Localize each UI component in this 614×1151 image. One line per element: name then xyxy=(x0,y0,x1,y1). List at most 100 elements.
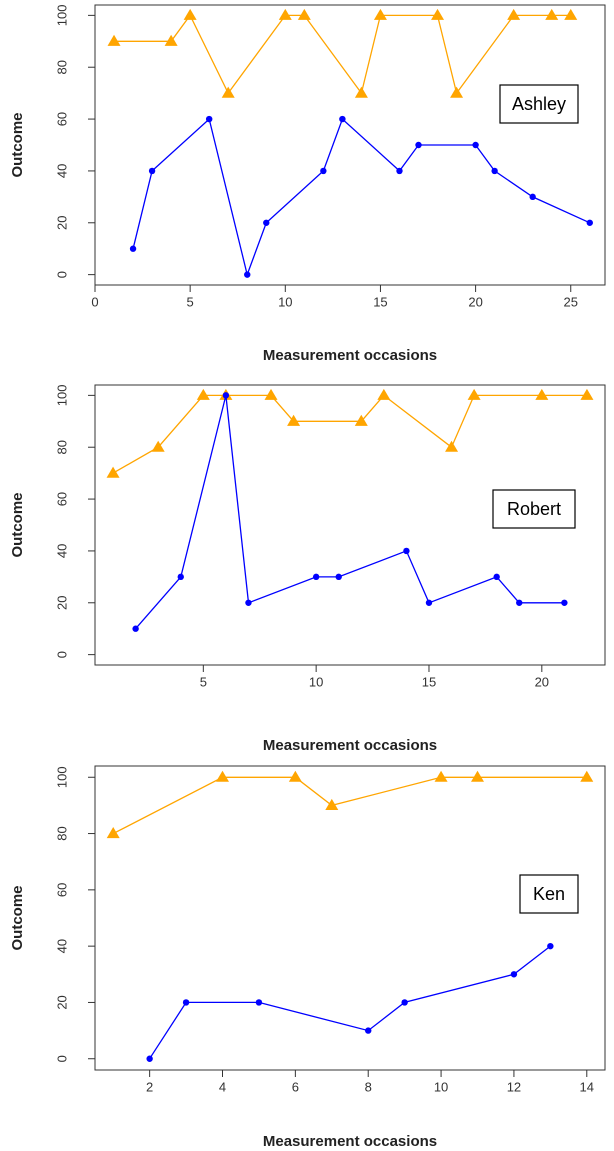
y-tick-label: 100 xyxy=(54,766,69,788)
y-tick-label: 0 xyxy=(54,1055,69,1062)
orange-series-line xyxy=(112,776,587,835)
y-axis-title: Outcome xyxy=(9,492,26,557)
orange-triangle-point xyxy=(545,8,559,20)
x-tick-label: 25 xyxy=(564,294,578,309)
line-chart-ken: 0 20 40 60 80 100 2 4 6 8 10 12 14 Measurement occasi… xyxy=(9,765,606,1150)
orange-triangle-point xyxy=(288,770,302,782)
x-tick-label: 0 xyxy=(91,294,98,309)
orange-triangle-point xyxy=(325,798,339,810)
orange-series-line xyxy=(112,394,587,474)
y-tick-label: 80 xyxy=(54,440,69,454)
blue-circle-point xyxy=(510,971,518,978)
x-tick-label: 15 xyxy=(373,294,387,309)
orange-series-line xyxy=(114,14,571,95)
y-tick-label: 0 xyxy=(54,271,69,278)
blue-circle-point xyxy=(491,167,498,175)
orange-triangle-point xyxy=(445,440,459,452)
name-box xyxy=(519,874,579,914)
orange-triangle-point xyxy=(434,770,448,782)
y-tick-label: 80 xyxy=(54,60,69,74)
orange-triangle-point xyxy=(507,8,521,20)
blue-circle-point xyxy=(244,271,251,278)
x-axis-title: Measurement occasions xyxy=(263,1133,437,1150)
blue-circle-point xyxy=(547,942,554,950)
orange-triangle-point xyxy=(106,827,120,839)
blue-circle-point xyxy=(425,599,433,606)
blue-circle-point xyxy=(245,599,252,606)
y-tick-label: 60 xyxy=(54,883,69,897)
line-chart-ashley: 0 20 40 60 80 100 0 5 10 15 20 25 Measurement occasi… xyxy=(9,4,606,364)
y-tick-label: 40 xyxy=(54,939,69,953)
blue-circle-point xyxy=(146,1055,153,1062)
plot-frame xyxy=(94,765,606,1071)
blue-circle-point xyxy=(205,115,213,123)
blue-circle-point xyxy=(177,573,184,581)
x-tick-label: 20 xyxy=(535,674,549,689)
y-tick-label: 20 xyxy=(54,596,69,610)
y-tick-label: 100 xyxy=(54,385,69,407)
chart-panel-ashley: 0 20 40 60 80 100 0 5 10 15 20 25 Measurement occasi… xyxy=(0,0,614,380)
x-tick-label: 2 xyxy=(146,1079,153,1094)
y-axis-title: Outcome xyxy=(9,112,26,177)
x-tick-label: 15 xyxy=(422,674,436,689)
y-tick-label: 40 xyxy=(54,164,69,178)
y-tick-label: 60 xyxy=(54,112,69,126)
blue-circle-point xyxy=(263,219,270,226)
y-tick-label: 80 xyxy=(54,826,69,840)
blue-circle-point xyxy=(586,219,593,226)
name-box-label: Ken xyxy=(533,884,565,904)
blue-circle-point xyxy=(472,141,479,149)
orange-triangle-point xyxy=(354,414,368,426)
blue-circle-point xyxy=(129,245,137,252)
name-box xyxy=(492,489,576,529)
y-tick-label: 40 xyxy=(54,544,69,558)
orange-triangle-point xyxy=(107,34,121,46)
orange-triangle-point xyxy=(373,8,387,20)
orange-triangle-point xyxy=(535,388,549,400)
y-tick-label: 60 xyxy=(54,492,69,506)
x-tick-label: 12 xyxy=(507,1079,521,1094)
orange-triangle-point xyxy=(278,8,292,20)
blue-circle-point xyxy=(255,999,263,1006)
orange-triangle-point xyxy=(164,34,178,46)
orange-triangle-point xyxy=(471,770,484,782)
y-tick-label: 20 xyxy=(54,995,69,1009)
orange-triangle-point xyxy=(151,440,165,452)
blue-circle-point xyxy=(222,392,230,399)
y-tick-label: 0 xyxy=(54,651,69,658)
x-tick-label: 10 xyxy=(434,1079,448,1094)
y-tick-label: 100 xyxy=(54,5,69,27)
blue-circle-point xyxy=(403,547,410,555)
blue-series-line xyxy=(132,117,591,277)
orange-triangle-point xyxy=(221,86,235,98)
orange-triangle-point xyxy=(354,86,368,98)
name-box-label: Robert xyxy=(507,499,561,519)
chart-panel-ken: 0 20 40 60 80 100 2 4 6 8 10 12 14 Measurement occasi… xyxy=(0,760,614,1150)
blue-circle-point xyxy=(148,167,156,175)
x-tick-label: 10 xyxy=(278,294,292,309)
blue-circle-point xyxy=(335,573,342,581)
blue-circle-point xyxy=(365,1027,372,1034)
blue-circle-point xyxy=(312,573,320,581)
x-tick-label: 4 xyxy=(219,1079,226,1094)
orange-triangle-point xyxy=(580,388,594,400)
plot-frame xyxy=(94,384,606,666)
name-box-label: Ashley xyxy=(512,94,566,114)
blue-circle-point xyxy=(561,599,568,606)
blue-circle-point xyxy=(182,999,190,1006)
blue-circle-point xyxy=(320,167,327,175)
line-chart-robert: 0 20 40 60 80 100 5 10 15 20 Measurement occasions… xyxy=(9,384,606,754)
orange-triangle-point xyxy=(264,388,278,400)
x-axis-title: Measurement occasions xyxy=(263,737,437,754)
orange-triangle-point xyxy=(580,770,594,782)
x-tick-label: 20 xyxy=(468,294,482,309)
y-axis-title: Outcome xyxy=(9,885,26,950)
orange-triangle-point xyxy=(564,8,578,20)
orange-triangle-point xyxy=(467,388,481,400)
blue-circle-point xyxy=(529,193,536,201)
blue-circle-point xyxy=(132,625,139,632)
blue-circle-point xyxy=(516,599,523,606)
blue-circle-point xyxy=(493,573,500,581)
y-tick-label: 20 xyxy=(54,216,69,230)
orange-triangle-point xyxy=(377,388,391,400)
